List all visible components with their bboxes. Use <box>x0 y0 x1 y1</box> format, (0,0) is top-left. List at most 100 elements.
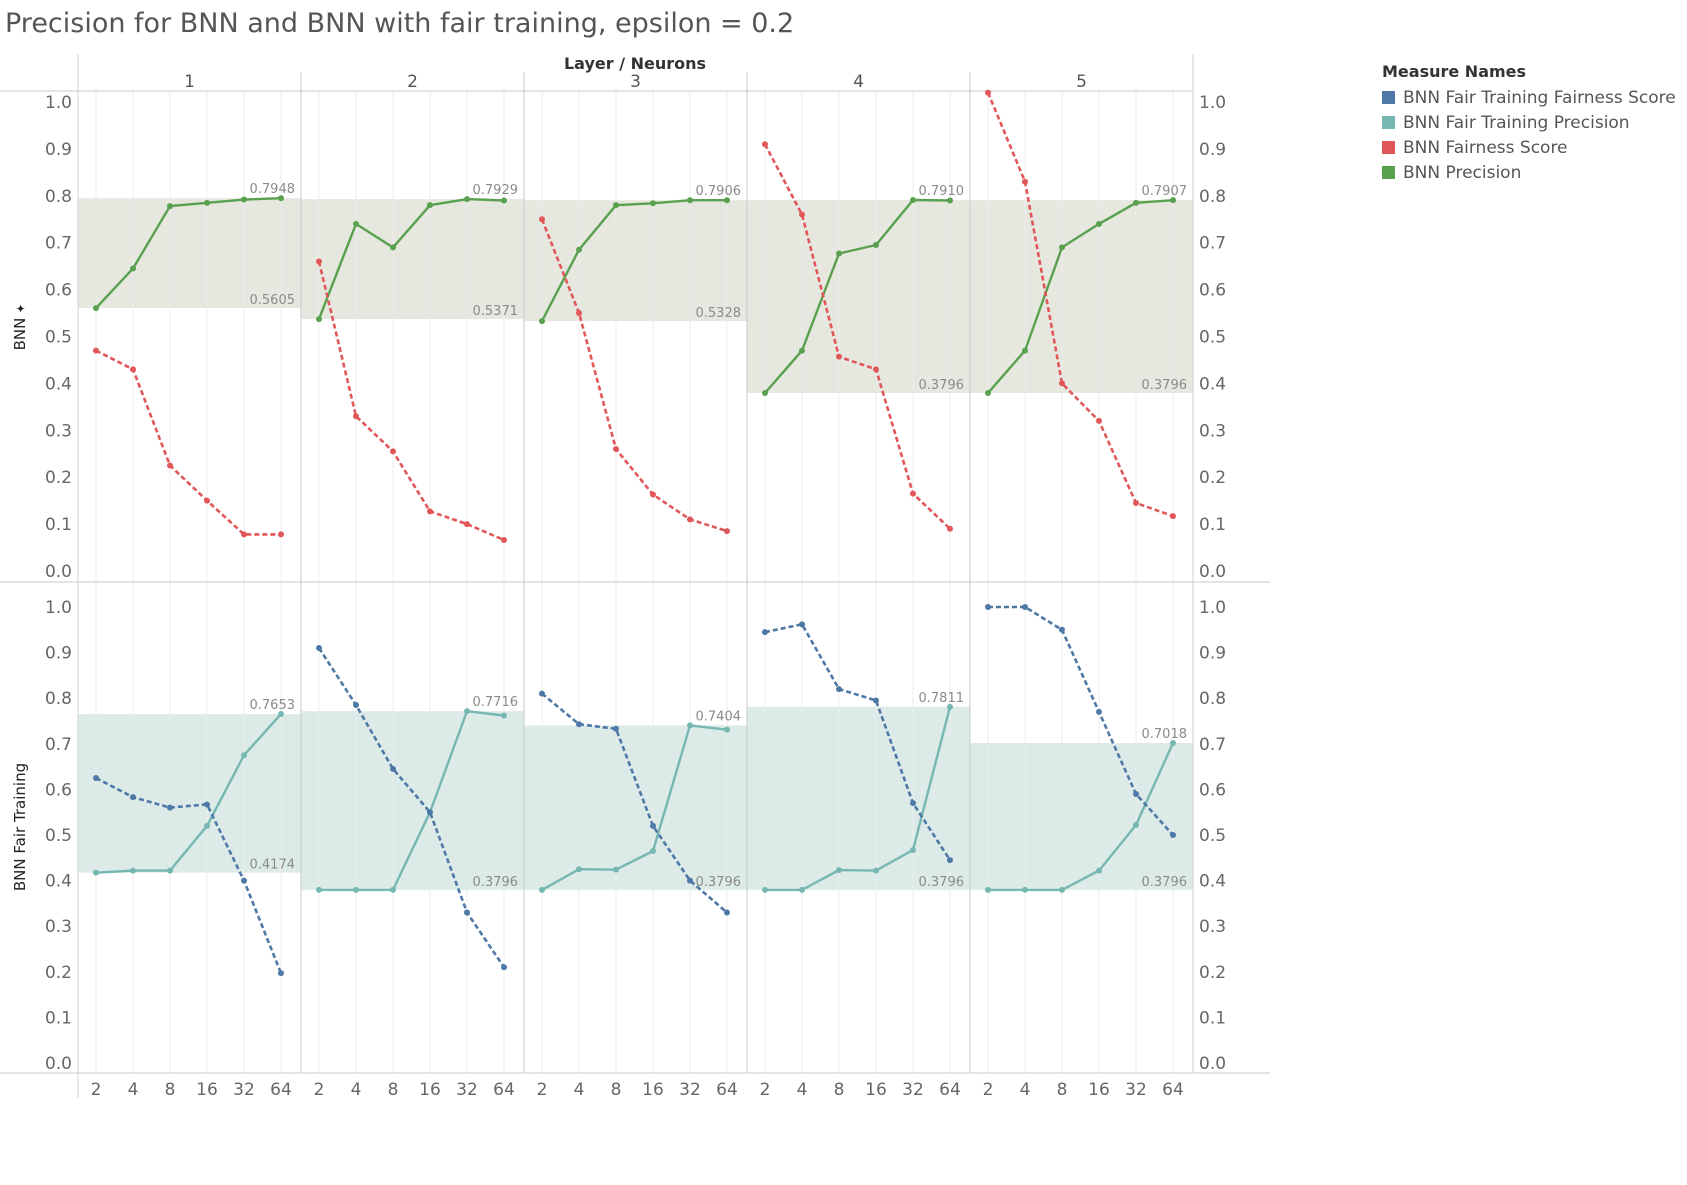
data-point <box>278 711 284 718</box>
data-point <box>130 366 136 373</box>
reference-band <box>970 742 1193 890</box>
band-label-high: 0.7907 <box>1142 184 1188 199</box>
legend-swatch <box>1382 166 1395 179</box>
y-tick-label-right: 1.0 <box>1199 93 1226 113</box>
y-tick-label-right: 0.1 <box>1199 515 1226 535</box>
data-point <box>167 462 173 469</box>
y-tick-label-right: 0.4 <box>1199 374 1226 394</box>
data-point <box>799 347 805 354</box>
y-tick-label-right: 1.0 <box>1199 598 1226 618</box>
y-tick-label: 0.4 <box>45 872 72 892</box>
x-tick-label: 64 <box>716 1080 738 1100</box>
band-labels: 0.7948 0.5605 0.7929 0.5371 0.7906 0.5328 0.79… <box>250 182 1188 890</box>
reference-band <box>747 706 970 890</box>
x-tick-label: 64 <box>1162 1080 1184 1100</box>
series-line <box>763 143 951 530</box>
data-point <box>836 353 842 360</box>
y-tick-label: 0.9 <box>45 644 72 664</box>
data-point <box>762 886 768 893</box>
legend: Measure Names BNN Fair Training Fairness… <box>1382 62 1676 185</box>
data-point <box>576 721 582 728</box>
series-line <box>765 706 952 892</box>
layer-label: 5 <box>1076 72 1087 92</box>
data-point <box>1022 886 1028 893</box>
data-point <box>650 200 656 207</box>
x-tick-label: 32 <box>1125 1080 1147 1100</box>
data-point <box>687 722 693 729</box>
x-tick-label: 8 <box>834 1080 845 1100</box>
data-point <box>576 246 582 253</box>
data-point <box>947 197 953 204</box>
data-point <box>1059 886 1065 893</box>
y-tick-label-right: 0.6 <box>1199 780 1226 800</box>
band-label-high: 0.7404 <box>696 709 742 724</box>
y-tick-label: 0.4 <box>45 374 72 394</box>
data-point <box>724 528 730 535</box>
band-label-low: 0.5328 <box>696 306 742 321</box>
y-tick-label: 0.7 <box>45 735 72 755</box>
data-point <box>539 216 545 223</box>
layer-label: 4 <box>853 72 864 92</box>
x-tick-label: 2 <box>760 1080 771 1100</box>
column-header: Layer / Neurons <box>564 54 706 73</box>
legend-item[interactable]: BNN Fair Training Fairness Score <box>1382 85 1676 110</box>
x-tick-label: 8 <box>611 1080 622 1100</box>
axis-labels: Layer / Neurons 1 2 3 4 5 0.0 0.0 0.1 0.1 0.2 0.2 0.… <box>11 54 1226 1100</box>
data-point <box>762 141 768 148</box>
data-point <box>910 800 916 807</box>
band-label-low: 0.4174 <box>250 858 296 873</box>
x-tick-label: 32 <box>456 1080 478 1100</box>
data-point <box>427 508 433 515</box>
reference-band <box>78 198 301 309</box>
data-point <box>650 491 656 498</box>
data-point <box>613 202 619 209</box>
legend-swatch <box>1382 141 1395 154</box>
x-tick-label: 2 <box>91 1080 102 1100</box>
data-point <box>687 516 693 523</box>
x-tick-label: 32 <box>902 1080 924 1100</box>
legend-item[interactable]: BNN Fairness Score <box>1382 135 1676 160</box>
data-point <box>278 195 284 202</box>
legend-item[interactable]: BNN Fair Training Precision <box>1382 110 1676 135</box>
y-tick-label-right: 0.9 <box>1199 140 1226 160</box>
data-point <box>1170 739 1176 746</box>
band-label-high: 0.7906 <box>696 184 742 199</box>
x-tick-label: 4 <box>1020 1080 1031 1100</box>
data-point <box>539 886 545 893</box>
y-tick-label-right: 0.6 <box>1199 281 1226 301</box>
data-point <box>316 645 322 652</box>
data-point <box>724 197 730 204</box>
data-point <box>93 305 99 312</box>
y-tick-label-right: 0.4 <box>1199 872 1226 892</box>
data-point <box>985 89 991 96</box>
data-point <box>910 197 916 204</box>
chart-canvas: Layer / Neurons 1 2 3 4 5 0.0 0.0 0.1 0.1 0.2 0.2 0.… <box>0 54 1270 1100</box>
y-tick-label-right: 0.3 <box>1199 421 1226 441</box>
band-label-low: 0.3796 <box>696 875 742 890</box>
data-point <box>1096 417 1102 424</box>
data-point <box>353 702 359 709</box>
band-label-low: 0.3796 <box>919 875 965 890</box>
x-tick-label: 32 <box>233 1080 255 1100</box>
data-point <box>650 847 656 854</box>
data-point <box>278 531 284 538</box>
band-label-low: 0.3796 <box>1142 378 1188 393</box>
y-tick-label-right: 0.9 <box>1199 644 1226 664</box>
data-point <box>762 389 768 396</box>
data-point <box>278 970 284 977</box>
y-tick-label: 0.5 <box>45 328 72 348</box>
y-tick-label-right: 0.7 <box>1199 234 1226 254</box>
data-point <box>241 752 247 759</box>
data-series <box>93 89 1176 977</box>
y-tick-label: 0.1 <box>45 1008 72 1028</box>
y-tick-label-right: 0.1 <box>1199 1008 1226 1028</box>
data-point <box>167 804 173 811</box>
reference-band <box>747 200 970 393</box>
data-point <box>985 604 991 610</box>
y-tick-label: 0.8 <box>45 689 72 709</box>
y-tick-label: 0.6 <box>45 780 72 800</box>
series-line <box>95 713 282 874</box>
band-label-high: 0.7910 <box>919 184 965 199</box>
legend-item[interactable]: BNN Precision <box>1382 160 1676 185</box>
y-tick-label: 0.3 <box>45 917 72 937</box>
